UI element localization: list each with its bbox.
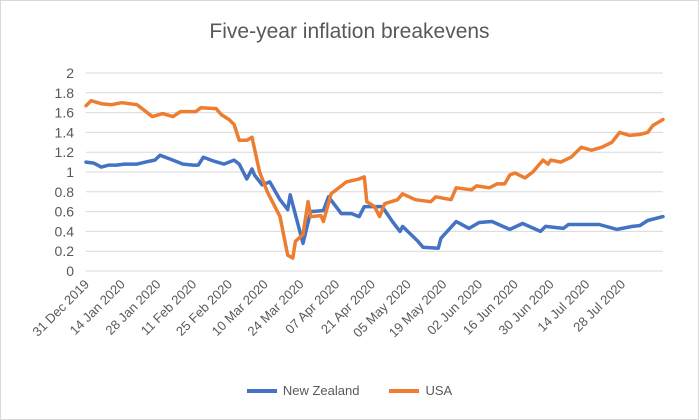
legend-label-new-zealand: New Zealand [282, 383, 360, 398]
legend-item-new-zealand: New Zealand [246, 383, 360, 398]
y-tick-label: 1.6 [55, 105, 75, 121]
y-tick-label: 2 [66, 65, 74, 81]
chart-title: Five-year inflation breakevens [209, 20, 490, 43]
y-tick-label: 1.2 [55, 144, 75, 160]
series-line-usa [84, 98, 665, 260]
legend-swatch-new-zealand [246, 388, 277, 393]
legend-item-usa: USA [389, 383, 452, 398]
y-tick-label: 1 [66, 164, 74, 180]
y-tick-label: 0.8 [55, 184, 75, 200]
legend: New Zealand USA [0, 383, 699, 398]
series-line-new-zealand [84, 153, 665, 250]
y-tick-label: 0.4 [55, 223, 75, 239]
y-tick-label: 0.2 [55, 243, 75, 259]
y-tick-label: 0.6 [55, 204, 75, 220]
legend-swatch-usa [389, 388, 420, 393]
y-tick-label: 1.4 [55, 124, 75, 140]
y-tick-label: 1.8 [55, 85, 75, 101]
y-tick-label: 0 [66, 263, 74, 279]
legend-label-usa: USA [425, 383, 453, 398]
